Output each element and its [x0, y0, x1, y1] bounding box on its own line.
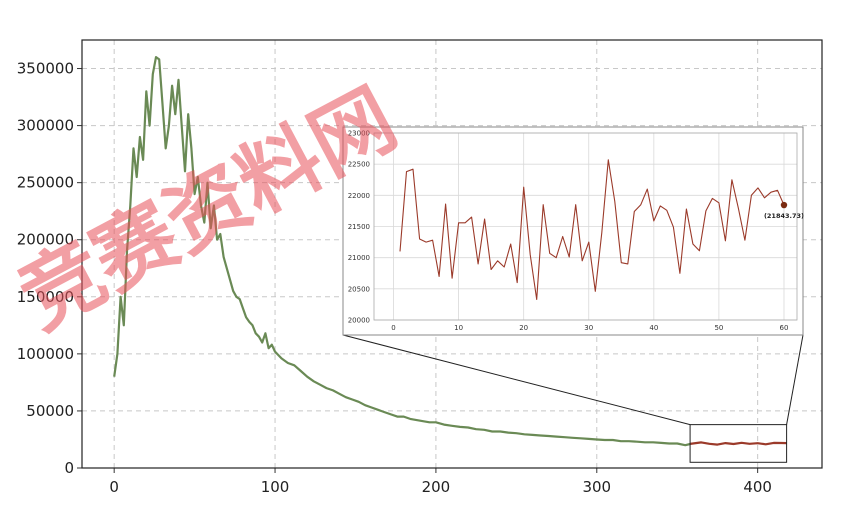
y-tick-label: 150000 [17, 288, 74, 306]
x-tick-label: 300 [582, 478, 611, 496]
inset-y-tick-label: 22500 [348, 161, 370, 169]
highlight-point-label: (21843.73) [764, 212, 804, 220]
inset-x-tick-label: 40 [649, 324, 658, 332]
inset-y-tick-label: 21500 [348, 223, 370, 231]
inset-plot: 0 10 20 30 40 50 60 20000 20500 21000 21500 22000 22… [342, 126, 804, 426]
x-tick-label: 100 [261, 478, 290, 496]
inset-x-tick-label: 60 [780, 324, 789, 332]
inset-series-line [399, 159, 785, 300]
inset-y-tick-label: 23000 [348, 130, 370, 138]
inset-y-tick-label: 22000 [348, 192, 370, 200]
y-tick-label: 100000 [17, 345, 74, 363]
highlight-point [780, 201, 788, 209]
inset-y-tick-label: 21000 [348, 254, 370, 262]
y-tick-label: 250000 [17, 174, 74, 192]
series-line-highlight [689, 441, 787, 446]
y-tick-label: 300000 [17, 117, 74, 135]
series-line-main [113, 55, 691, 447]
inset-y-tick-label: 20000 [348, 317, 370, 325]
connector-line [342, 334, 691, 426]
y-tick-label: 50000 [26, 402, 74, 420]
inset-x-tick-label: 30 [584, 324, 593, 332]
inset-plot-area [373, 132, 798, 321]
x-tick-label: 200 [422, 478, 451, 496]
y-tick-label: 350000 [17, 60, 74, 78]
inset-frame [342, 126, 804, 336]
inset-x-tick-label: 0 [391, 324, 395, 332]
zoom-region-box [689, 424, 788, 463]
inset-y-tick-label: 20500 [348, 285, 370, 293]
main-plot-frame [81, 39, 823, 469]
x-tick-label: 400 [743, 478, 772, 496]
inset-x-tick-label: 20 [519, 324, 528, 332]
connector-line [786, 334, 804, 425]
inset-x-tick-label: 50 [714, 324, 723, 332]
y-tick-label: 0 [64, 459, 74, 477]
inset-x-tick-label: 10 [454, 324, 463, 332]
y-tick-label: 200000 [17, 231, 74, 249]
x-tick-label: 0 [109, 478, 119, 496]
